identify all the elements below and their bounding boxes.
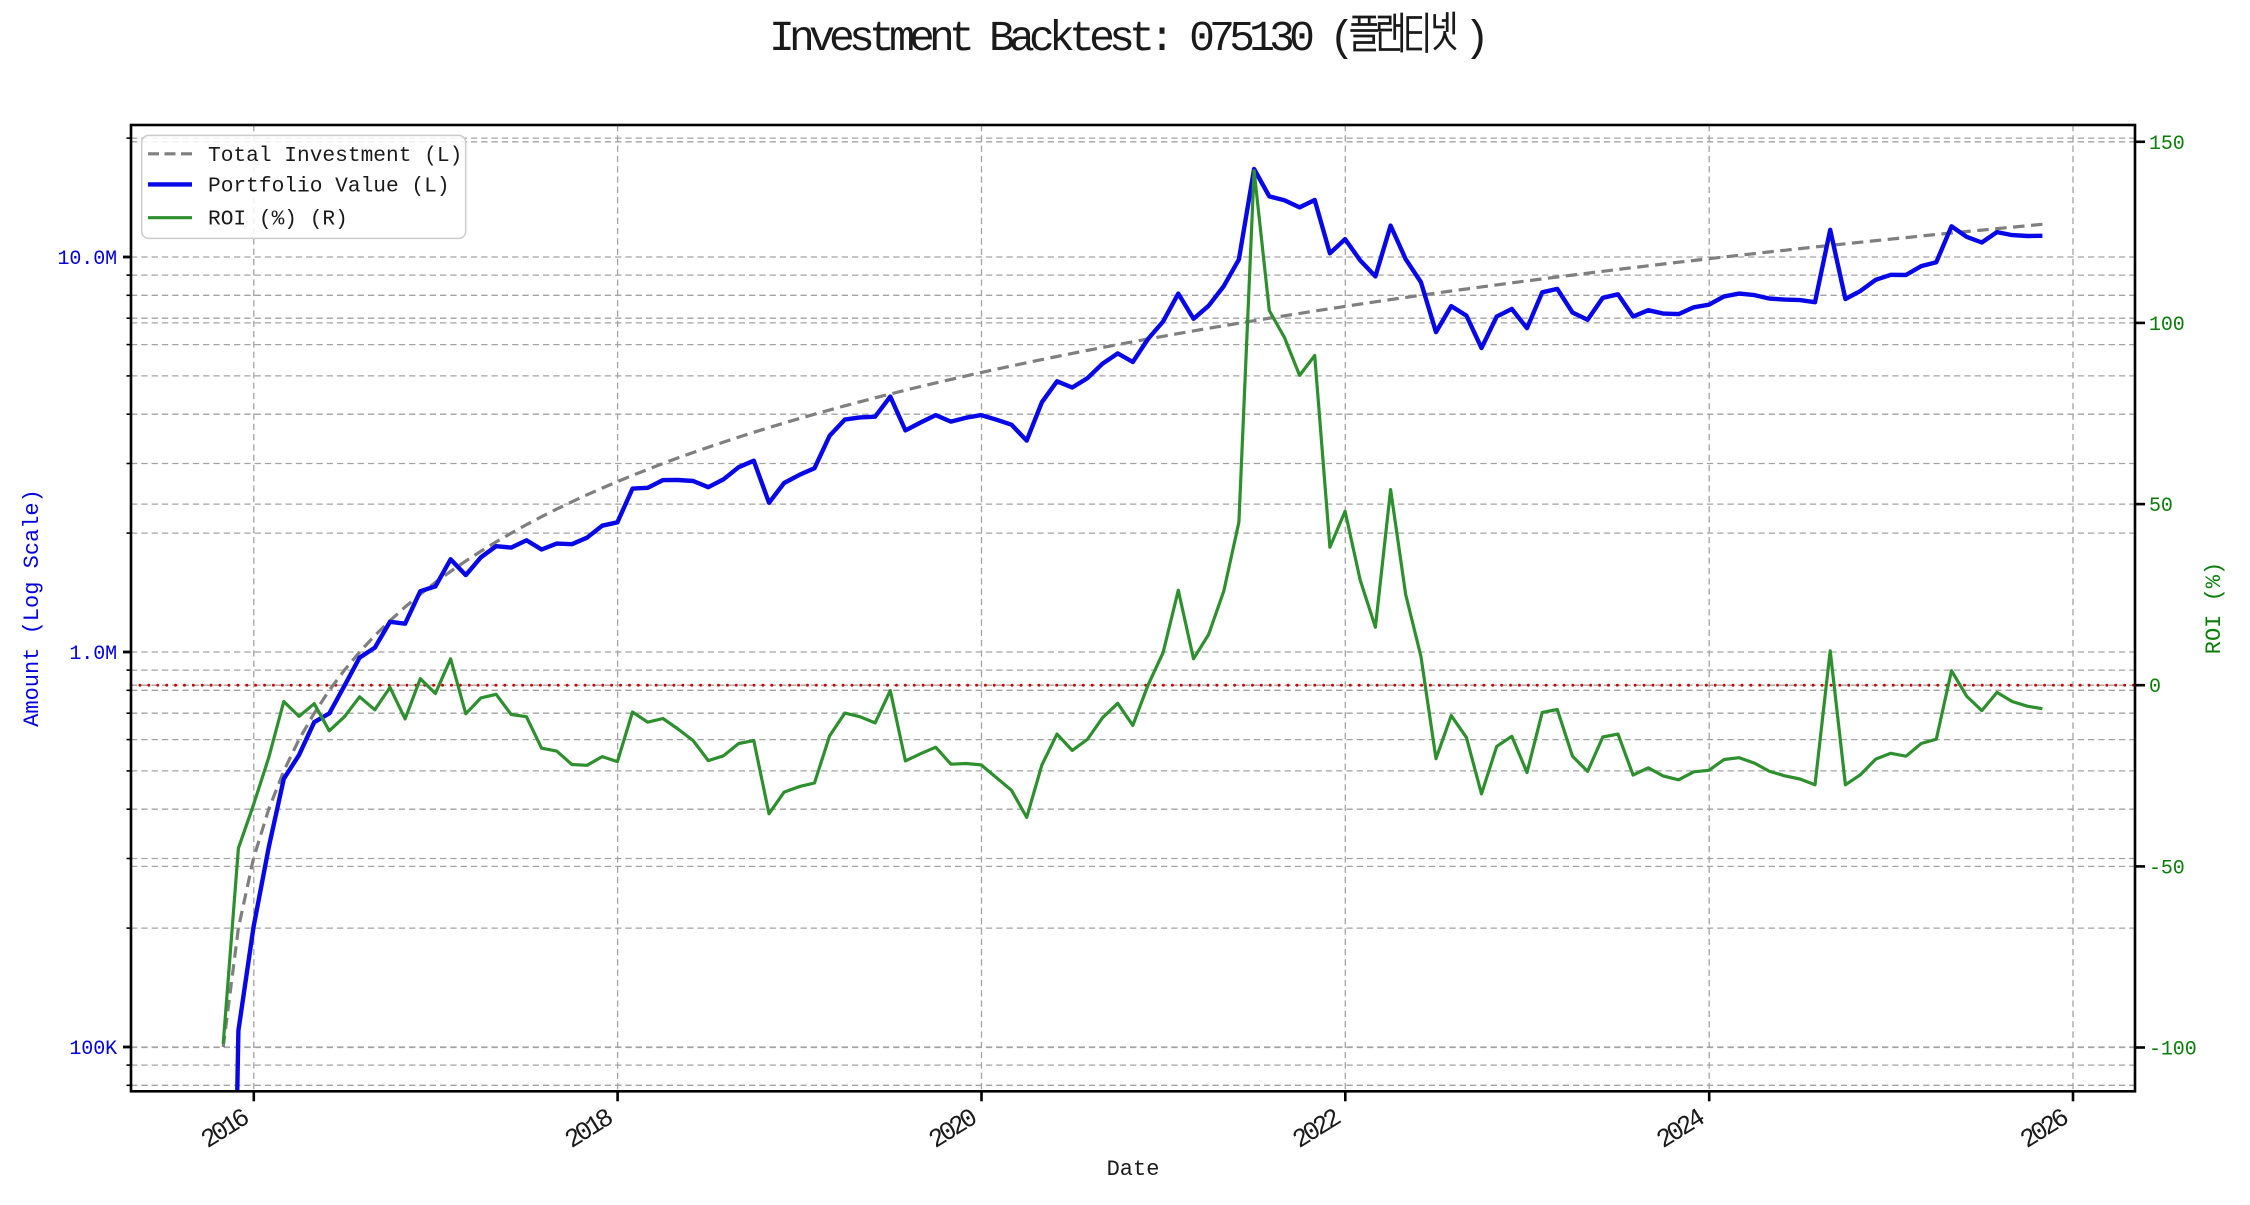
svg-text:Investment Backtest: 075130 (: Investment Backtest: 075130 ( xyxy=(769,14,1349,63)
svg-text:ROI (%): ROI (%) xyxy=(2202,562,2227,654)
svg-text:100: 100 xyxy=(2149,314,2185,337)
svg-text:Total Investment (L): Total Investment (L) xyxy=(208,144,462,168)
svg-text:1.0M: 1.0M xyxy=(69,643,117,666)
svg-text:100K: 100K xyxy=(69,1038,117,1061)
svg-text:150: 150 xyxy=(2149,133,2185,156)
svg-text:Amount (Log Scale): Amount (Log Scale) xyxy=(20,489,45,727)
svg-text:0: 0 xyxy=(2149,676,2161,699)
svg-text:-50: -50 xyxy=(2149,857,2185,880)
svg-text:ROI (%) (R): ROI (%) (R) xyxy=(208,208,348,232)
svg-text:): ) xyxy=(1464,14,1484,63)
svg-text:10.0M: 10.0M xyxy=(57,248,117,271)
svg-text:Portfolio Value (L): Portfolio Value (L) xyxy=(208,175,450,199)
svg-text:50: 50 xyxy=(2149,495,2173,518)
svg-text:Date: Date xyxy=(1107,1157,1160,1182)
svg-text:-100: -100 xyxy=(2149,1039,2197,1062)
